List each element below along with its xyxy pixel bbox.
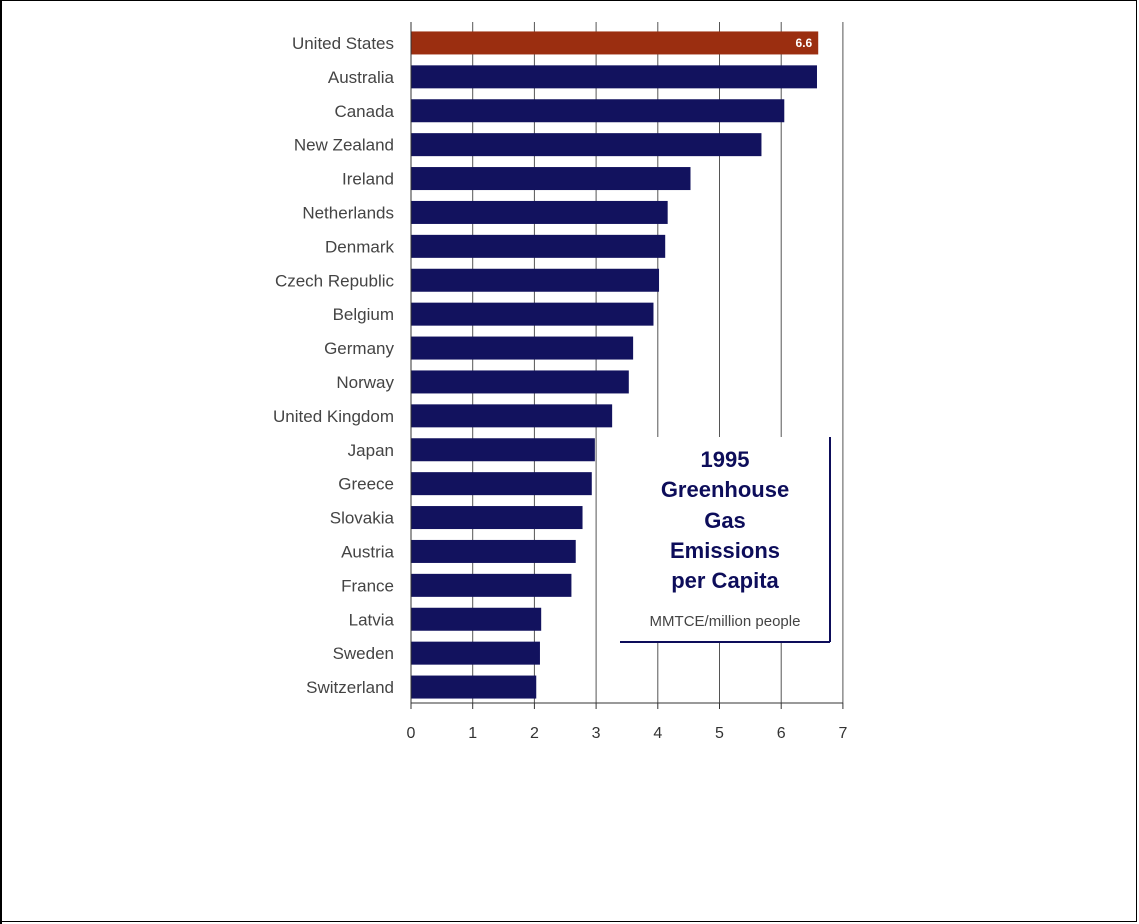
chart-title-line-2: Greenhouse [661, 477, 789, 502]
chart-title-line-4: Emissions [670, 538, 780, 563]
x-tick-label: 6 [777, 725, 786, 742]
category-label: France [341, 576, 394, 595]
chart-title-line-3: Gas [704, 508, 746, 533]
category-label: Norway [336, 373, 394, 392]
x-tick-label: 4 [653, 725, 662, 742]
x-tick-label: 2 [530, 725, 539, 742]
bar-greece [411, 472, 592, 496]
bar-ireland [411, 167, 691, 191]
chart-units: MMTCE/million people [650, 613, 801, 630]
bar-czech-republic [411, 268, 660, 292]
category-label: Latvia [349, 610, 395, 629]
category-label: United Kingdom [273, 407, 394, 426]
x-tick-label: 7 [838, 725, 847, 742]
category-label: Australia [328, 68, 395, 87]
category-label: Austria [341, 542, 394, 561]
bar-belgium [411, 302, 654, 326]
bar-canada [411, 99, 785, 123]
bar-norway [411, 370, 629, 394]
bar-denmark [411, 234, 666, 258]
bar-united-states [411, 31, 819, 55]
bar-switzerland [411, 675, 537, 699]
x-axis: 0 1 2 3 4 5 6 7 [407, 22, 847, 742]
chart-title-line-5: per Capita [671, 568, 779, 593]
category-label: Switzerland [306, 678, 394, 697]
category-label: Belgium [333, 305, 394, 324]
category-label: Canada [334, 102, 394, 121]
bar-austria [411, 539, 576, 563]
bar-sweden [411, 641, 540, 665]
category-label: Slovakia [330, 509, 395, 528]
x-tick-label: 1 [468, 725, 477, 742]
bar-new-zealand [411, 133, 762, 157]
bar-france [411, 573, 572, 597]
category-label: Netherlands [302, 203, 394, 222]
category-label: Germany [324, 339, 394, 358]
bar-united-kingdom [411, 404, 613, 428]
category-label: United States [292, 34, 394, 53]
title-box: 1995 Greenhouse Gas Emissions per Capita… [598, 437, 831, 643]
category-labels: United States Australia Canada New Zealand I… [273, 34, 395, 697]
category-label: Greece [338, 475, 394, 494]
category-label: Japan [348, 441, 394, 460]
bar-netherlands [411, 200, 668, 224]
category-label: Ireland [342, 170, 394, 189]
page-frame-left-edge [0, 0, 2, 924]
bar-japan [411, 438, 595, 462]
category-label: Czech Republic [275, 271, 395, 290]
x-tick-label: 3 [592, 725, 601, 742]
bar-australia [411, 65, 817, 89]
x-tick-label: 5 [715, 725, 724, 742]
data-label: 6.6 [796, 36, 813, 50]
bar-germany [411, 336, 634, 360]
chart-title-line-1: 1995 [701, 447, 750, 472]
title-box-background [598, 437, 830, 642]
bars: 6.6 [411, 31, 819, 699]
x-tick-label: 0 [407, 725, 416, 742]
bar-latvia [411, 607, 542, 631]
category-label: Denmark [325, 237, 394, 256]
bar-slovakia [411, 506, 583, 530]
category-label: New Zealand [294, 136, 394, 155]
category-label: Sweden [333, 644, 394, 663]
